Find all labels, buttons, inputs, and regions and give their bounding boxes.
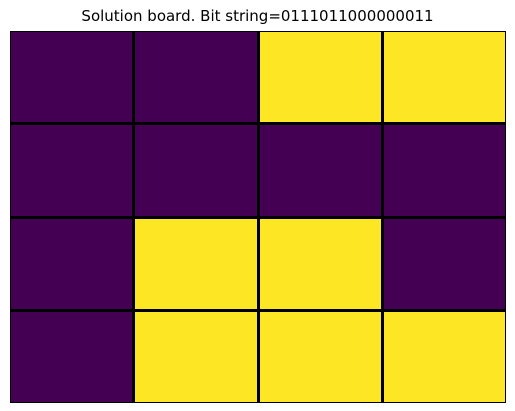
board-cell-r3-c3 <box>383 311 505 402</box>
board-cell-r0-c2 <box>259 32 381 123</box>
board-cell-r3-c0 <box>11 311 133 402</box>
board-cell-r0-c0 <box>11 32 133 123</box>
board-cell-r0-c3 <box>383 32 505 123</box>
board-cell-r3-c1 <box>135 311 257 402</box>
board-title: Solution board. Bit string=0111011000000… <box>81 7 434 25</box>
board-cell-r3-c2 <box>259 311 381 402</box>
board-cell-r1-c0 <box>11 125 133 216</box>
board-cell-r2-c0 <box>11 218 133 309</box>
board-cell-r1-c2 <box>259 125 381 216</box>
solution-board <box>10 31 506 403</box>
board-cell-r0-c1 <box>135 32 257 123</box>
board-cell-r1-c1 <box>135 125 257 216</box>
board-cell-r2-c2 <box>259 218 381 309</box>
board-cell-r2-c3 <box>383 218 505 309</box>
board-cell-r1-c3 <box>383 125 505 216</box>
board-cell-r2-c1 <box>135 218 257 309</box>
